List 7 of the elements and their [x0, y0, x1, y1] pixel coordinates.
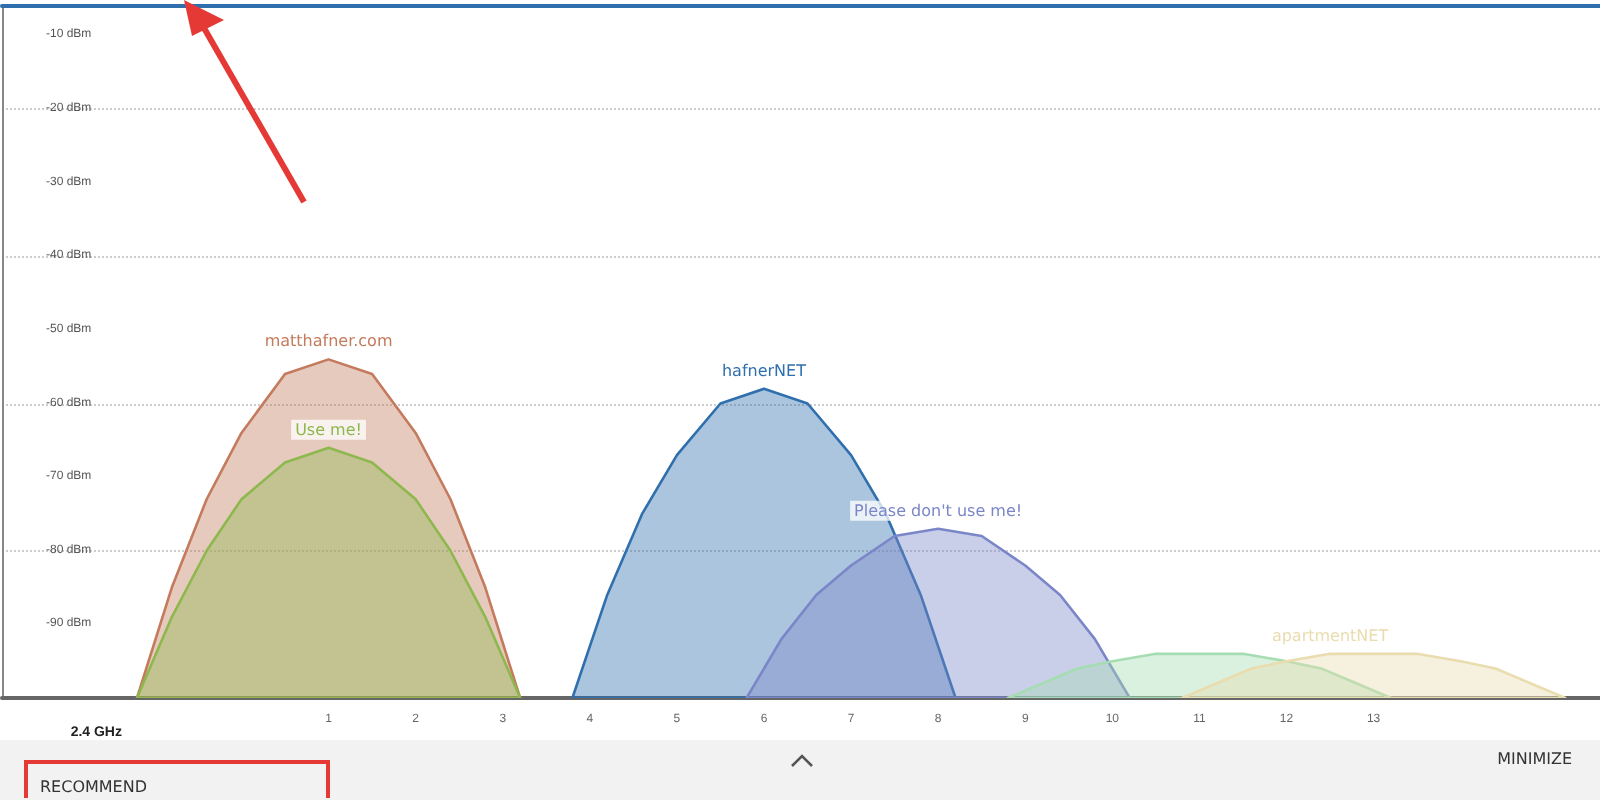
series-label: hafnerNET	[721, 361, 807, 380]
text: RECOMMEND	[40, 778, 147, 796]
text: MINIMIZE	[1497, 750, 1572, 768]
series-label: Use me!	[295, 420, 362, 439]
series-label: apartmentNET	[1271, 626, 1389, 645]
series-label: matthafner.com	[264, 332, 393, 351]
series-label: Please don't use me!	[854, 501, 1023, 520]
